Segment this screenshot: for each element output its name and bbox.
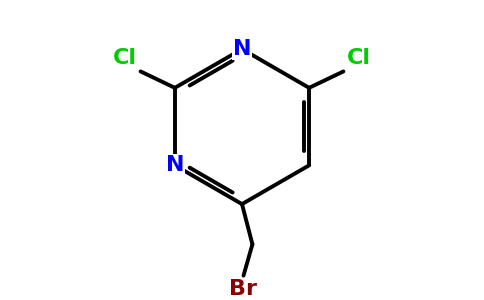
Text: N: N: [233, 39, 251, 59]
Text: Cl: Cl: [347, 48, 371, 68]
Text: Cl: Cl: [113, 48, 137, 68]
Text: N: N: [166, 155, 184, 175]
Text: Br: Br: [229, 279, 257, 298]
